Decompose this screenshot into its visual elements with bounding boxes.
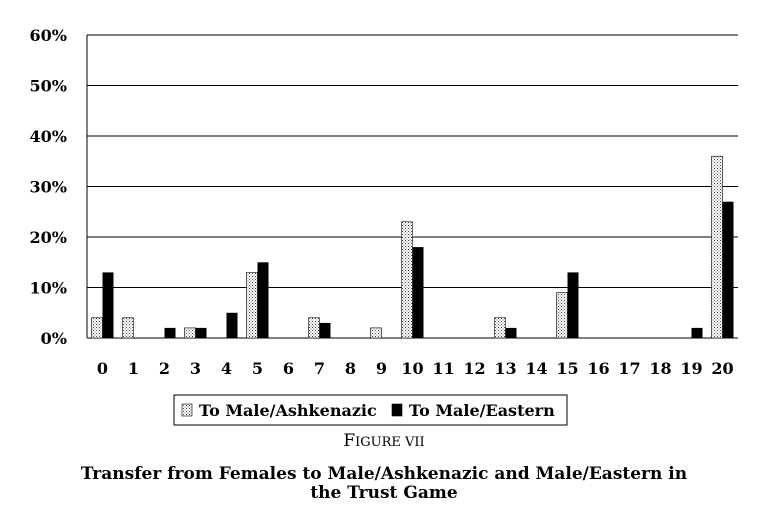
legend-box [173, 394, 568, 426]
y-tick-label: 20% [30, 228, 67, 247]
bar-eastern [102, 272, 114, 338]
x-tick-label: 18 [649, 359, 671, 378]
bar-eastern [505, 327, 517, 338]
bar-ashkenazic [494, 317, 506, 339]
bar-ashkenazic [556, 292, 568, 339]
figure-caption: FIGURE VII Transfer from Females to Male… [81, 431, 687, 503]
x-tick-label: 2 [159, 359, 170, 378]
x-tick-label: 8 [345, 359, 356, 378]
x-tick-label: 5 [252, 359, 263, 378]
figure-caption-line-1: Transfer from Females to Male/Ashkenazic… [81, 464, 687, 484]
grid-lines [87, 34, 738, 288]
bar-eastern [691, 327, 703, 338]
bar-ashkenazic [370, 327, 382, 339]
bar-eastern [257, 262, 269, 339]
figure-label: FIGURE VII [343, 431, 424, 451]
x-tick-label: 17 [618, 359, 640, 378]
bar-eastern [319, 322, 331, 338]
x-tick-label: 0 [97, 359, 108, 378]
legend-swatch [181, 403, 193, 417]
bar-ashkenazic [122, 317, 134, 339]
bar-eastern [412, 247, 424, 338]
bars [91, 155, 734, 339]
figure-caption-line-2: the Trust Game [310, 483, 458, 503]
bar-ashkenazic [308, 317, 320, 339]
legend: To Male/Ashkenazic To Male/Eastern [173, 394, 568, 426]
legend-label: To Male/Eastern [409, 401, 555, 420]
x-tick-label: 4 [221, 359, 232, 378]
x-tick-label: 16 [587, 359, 609, 378]
bar-eastern [722, 201, 734, 338]
y-tick-label: 60% [30, 26, 67, 45]
bar-eastern [226, 312, 238, 339]
x-tick-label: 10 [401, 359, 423, 378]
x-tick-label: 6 [283, 359, 294, 378]
x-tick-label: 1 [128, 359, 139, 378]
y-tick-label: 10% [30, 279, 67, 298]
x-tick-label: 19 [680, 359, 702, 378]
x-tick-label: 9 [376, 359, 387, 378]
bar-eastern [567, 272, 579, 338]
bar-ashkenazic [184, 327, 196, 339]
legend-label: To Male/Ashkenazic [199, 401, 377, 420]
y-tick-labels: 0% 10% 20% 30% 40% 50% 60% [30, 26, 67, 348]
x-tick-label: 7 [314, 359, 325, 378]
y-tick-label: 40% [30, 127, 67, 146]
x-tick-label: 12 [463, 359, 485, 378]
x-tick-label: 3 [190, 359, 201, 378]
bar-ashkenazic [91, 317, 103, 339]
bar-ashkenazic [246, 272, 258, 339]
x-tick-label: 13 [494, 359, 516, 378]
bar-eastern [195, 327, 207, 338]
bar-ashkenazic [711, 155, 723, 339]
x-tick-labels: 0 1 2 3 4 5 6 7 8 9 10 11 12 13 14 15 16 17 18 19 20 [97, 359, 734, 378]
x-tick-label: 14 [525, 359, 547, 378]
legend-swatch [391, 403, 403, 417]
bar-ashkenazic [401, 221, 413, 339]
y-tick-label: 0% [41, 329, 67, 348]
x-tick-label: 20 [711, 359, 733, 378]
x-tick-label: 15 [556, 359, 578, 378]
y-tick-label: 50% [30, 77, 67, 96]
y-tick-label: 30% [30, 178, 67, 197]
x-tick-label: 11 [432, 359, 454, 378]
bar-eastern [164, 327, 176, 338]
